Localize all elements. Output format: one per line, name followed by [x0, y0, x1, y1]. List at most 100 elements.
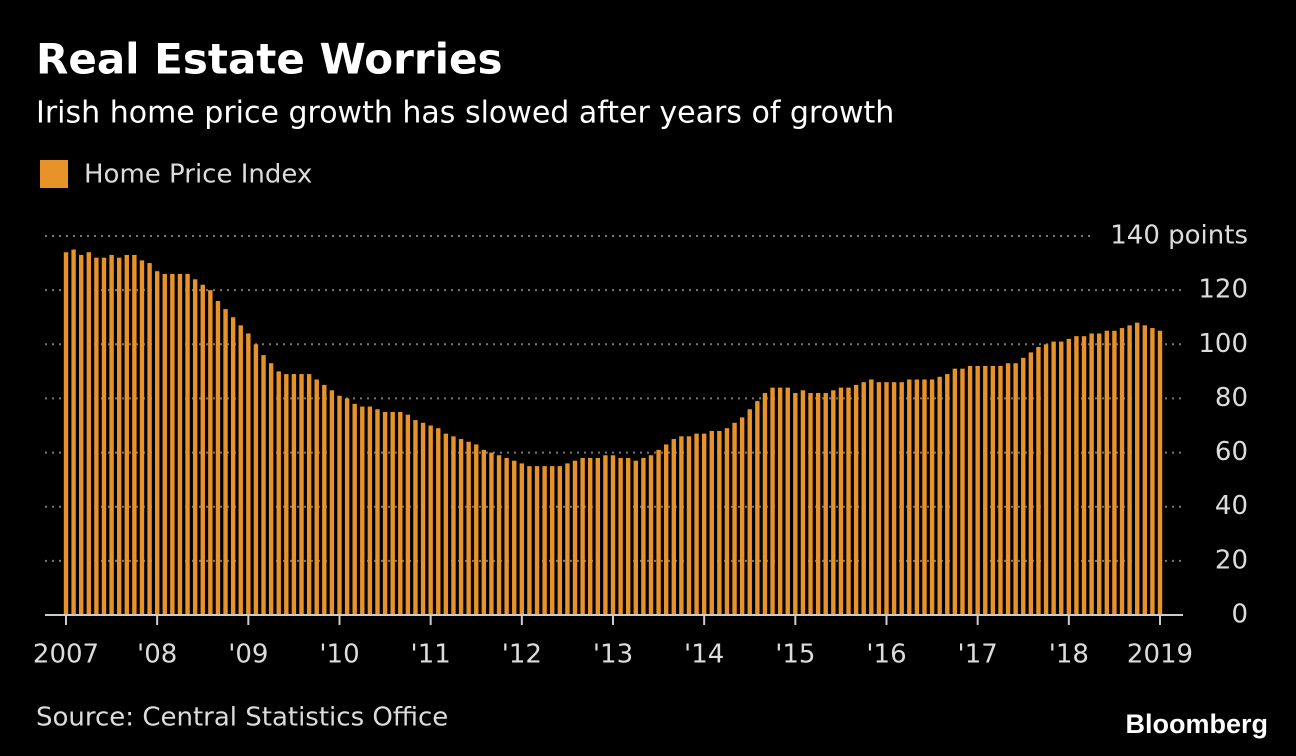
bar — [1059, 341, 1064, 615]
chart-subtitle: Irish home price growth has slowed after… — [36, 96, 894, 131]
bar — [853, 384, 859, 615]
bar — [686, 436, 692, 615]
x-tick-label: '17 — [958, 640, 998, 670]
bar — [838, 387, 844, 615]
bar — [162, 273, 167, 615]
bar — [230, 317, 236, 615]
bar — [1119, 328, 1125, 615]
bar — [983, 365, 988, 615]
bar — [937, 376, 942, 615]
bar — [314, 379, 319, 615]
legend-swatch — [40, 160, 68, 188]
bar — [588, 457, 593, 615]
bar — [998, 365, 1003, 615]
bar — [641, 457, 646, 615]
bar — [1127, 325, 1132, 615]
bar — [527, 466, 532, 615]
bar — [458, 439, 464, 615]
bar — [139, 260, 145, 615]
y-tick-label: 40 — [1215, 491, 1248, 521]
bar — [1051, 341, 1056, 615]
bar — [238, 325, 243, 615]
bar — [390, 411, 395, 615]
y-tick-label: 140 points — [1110, 221, 1248, 251]
y-tick-label: 80 — [1215, 383, 1248, 413]
bar — [223, 309, 228, 615]
bar — [884, 382, 889, 615]
x-tick-label: '09 — [228, 640, 268, 670]
bar — [489, 452, 494, 615]
bar — [846, 387, 851, 615]
bar — [208, 290, 213, 615]
bar — [481, 449, 487, 615]
legend-label: Home Price Index — [84, 160, 312, 190]
bar — [534, 466, 540, 615]
bar — [436, 428, 441, 615]
bar — [154, 271, 160, 615]
bar — [246, 333, 251, 615]
bar — [519, 463, 525, 615]
bar — [777, 387, 783, 615]
bar — [656, 449, 661, 615]
bar — [1021, 357, 1026, 615]
bar — [815, 393, 821, 615]
bar — [337, 395, 342, 615]
bar — [701, 433, 707, 615]
bar — [550, 466, 555, 615]
bar — [922, 379, 927, 615]
bar — [512, 460, 517, 615]
x-tick-label: '12 — [502, 640, 542, 670]
bar — [1036, 346, 1041, 615]
bar — [732, 422, 737, 615]
source-note: Source: Central Statistics Office — [36, 703, 448, 733]
bar — [360, 406, 365, 615]
y-tick-label: 60 — [1215, 437, 1248, 467]
bar — [1150, 328, 1155, 615]
bar — [975, 365, 980, 615]
bar — [261, 355, 266, 615]
bar — [451, 436, 456, 615]
bar — [443, 433, 449, 615]
bar — [344, 398, 350, 615]
bar — [952, 368, 958, 615]
bar — [717, 430, 722, 615]
x-tick-label: '15 — [775, 640, 815, 670]
bar — [1005, 363, 1011, 615]
bar — [1142, 325, 1148, 615]
bar — [1081, 336, 1087, 615]
bar — [800, 390, 806, 615]
bar — [565, 463, 570, 615]
bar — [109, 254, 114, 615]
bar — [132, 254, 137, 615]
bar — [367, 406, 373, 615]
bar — [891, 382, 897, 615]
bar — [329, 390, 335, 615]
bar — [413, 420, 418, 615]
chart-title: Real Estate Worries — [36, 35, 502, 84]
x-tick-label: '18 — [1049, 640, 1089, 670]
bar — [306, 374, 312, 615]
bar — [709, 430, 714, 615]
y-tick-label: 120 — [1198, 275, 1248, 305]
bar — [253, 344, 259, 615]
bar — [352, 403, 357, 615]
bar — [610, 455, 616, 615]
bar — [542, 466, 547, 615]
bar — [907, 379, 912, 615]
bar — [382, 411, 388, 615]
bar — [268, 363, 274, 615]
bar — [1135, 322, 1140, 615]
bar — [618, 457, 623, 615]
bar — [276, 371, 281, 615]
bar — [595, 457, 601, 615]
bar — [86, 252, 91, 615]
bar — [808, 393, 813, 615]
bar — [793, 393, 798, 615]
bar — [291, 374, 297, 615]
bar — [755, 401, 760, 615]
y-tick-label: 100 — [1198, 329, 1248, 359]
bar — [1074, 336, 1079, 615]
x-tick-label: '10 — [319, 640, 359, 670]
y-tick-label: 0 — [1231, 600, 1248, 630]
